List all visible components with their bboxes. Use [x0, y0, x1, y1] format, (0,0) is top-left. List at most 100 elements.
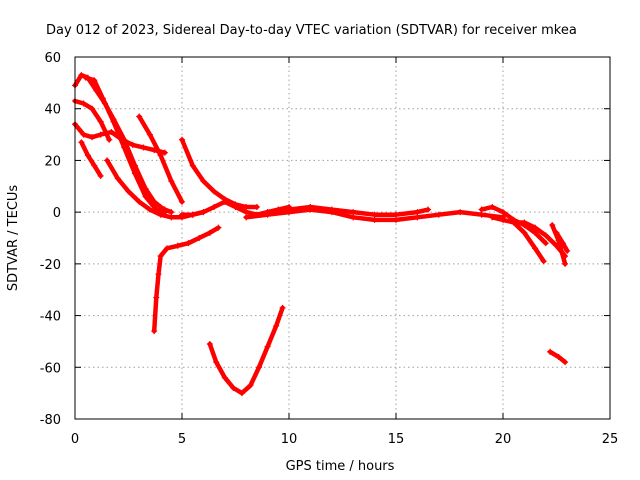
data-point-marker — [108, 128, 115, 135]
x-tick-label: 25 — [602, 432, 619, 447]
data-point-marker — [230, 384, 237, 391]
data-point-marker — [564, 247, 571, 254]
data-point-marker — [151, 328, 158, 335]
data-point-marker — [393, 211, 399, 218]
data-point-marker — [196, 235, 203, 241]
series-line — [207, 305, 285, 396]
data-point-marker — [114, 175, 121, 182]
series-arc-04 — [72, 121, 168, 156]
data-point-marker — [211, 188, 218, 195]
data-point-marker — [542, 232, 549, 239]
x-tick-label: 5 — [178, 432, 186, 447]
data-point-marker — [200, 178, 207, 185]
grid-layer — [75, 57, 610, 419]
data-point-marker — [97, 172, 104, 179]
data-point-marker — [179, 211, 185, 218]
data-point-marker — [136, 198, 143, 205]
data-point-marker — [146, 131, 153, 138]
data-point-marker — [350, 214, 357, 221]
series-arc-19 — [547, 348, 569, 366]
data-point-marker — [286, 206, 292, 213]
data-point-marker — [91, 162, 98, 169]
data-point-marker — [179, 136, 185, 143]
series-arc-13 — [264, 203, 432, 218]
x-tick-label: 20 — [495, 432, 512, 447]
data-point-marker — [155, 271, 162, 278]
data-point-marker — [157, 253, 164, 260]
data-point-marker — [146, 206, 153, 213]
data-point-marker — [414, 214, 421, 221]
data-point-marker — [393, 216, 399, 223]
data-point-marker — [371, 216, 378, 223]
data-point-marker — [256, 364, 263, 371]
data-point-marker — [457, 209, 464, 216]
y-tick-label: 60 — [44, 51, 61, 66]
data-point-marker — [559, 240, 566, 247]
series-line — [79, 140, 103, 179]
series-line — [511, 220, 546, 264]
data-point-marker — [532, 229, 539, 236]
data-point-marker — [142, 193, 149, 200]
data-point-marker — [500, 209, 506, 216]
data-point-marker — [78, 139, 85, 146]
data-point-marker — [84, 152, 91, 159]
data-point-marker — [89, 134, 96, 141]
data-point-marker — [161, 149, 168, 156]
series-arc-08 — [151, 224, 222, 335]
data-point-marker — [78, 72, 85, 79]
data-point-marker — [168, 214, 175, 221]
data-point-marker — [121, 144, 128, 151]
data-point-marker — [350, 209, 357, 216]
data-point-marker — [119, 136, 126, 143]
data-point-marker — [264, 209, 271, 216]
data-point-marker — [153, 294, 160, 301]
data-point-marker — [243, 203, 250, 210]
data-point-marker — [97, 131, 104, 138]
data-point-marker — [80, 100, 87, 107]
series-arc-18 — [553, 229, 571, 254]
data-point-marker — [125, 188, 132, 195]
y-tick-label: -80 — [40, 413, 61, 428]
data-point-marker — [91, 77, 98, 84]
data-point-marker — [510, 219, 517, 226]
series-arc-17 — [549, 222, 569, 267]
series-arc-16 — [510, 219, 547, 265]
x-tick-label: 0 — [71, 432, 79, 447]
y-tick-label: -60 — [40, 361, 61, 376]
data-point-marker — [157, 152, 164, 159]
data-point-marker — [425, 206, 432, 213]
data-point-marker — [189, 211, 196, 218]
data-point-marker — [489, 214, 496, 221]
data-point-marker — [273, 322, 280, 329]
x-tick-label: 15 — [388, 432, 405, 447]
data-point-marker — [221, 198, 228, 205]
y-tick-label: -40 — [40, 310, 61, 325]
data-point-marker — [540, 258, 547, 265]
data-point-marker — [489, 203, 496, 210]
data-point-marker — [478, 206, 485, 213]
series-arc-05 — [78, 139, 104, 179]
data-point-marker — [547, 348, 554, 355]
data-point-marker — [553, 229, 560, 236]
data-point-marker — [371, 211, 378, 218]
plot-frame — [74, 56, 611, 420]
data-point-marker — [562, 260, 569, 267]
data-point-marker — [542, 240, 549, 247]
x-tick-label: 10 — [281, 432, 298, 447]
data-point-marker — [136, 113, 143, 120]
data-point-marker — [164, 245, 171, 252]
data-point-marker — [157, 211, 164, 218]
data-point-marker — [232, 203, 239, 210]
data-point-marker — [179, 198, 185, 205]
data-point-marker — [555, 353, 562, 360]
data-point-marker — [532, 245, 539, 252]
data-point-marker — [243, 214, 250, 221]
data-point-marker — [500, 216, 506, 223]
data-point-marker — [80, 131, 87, 138]
series-arc-02 — [82, 74, 168, 216]
series-arc-10 — [206, 304, 286, 397]
data-point-marker — [253, 203, 260, 210]
data-point-marker — [174, 242, 181, 249]
data-point-marker — [89, 105, 96, 112]
